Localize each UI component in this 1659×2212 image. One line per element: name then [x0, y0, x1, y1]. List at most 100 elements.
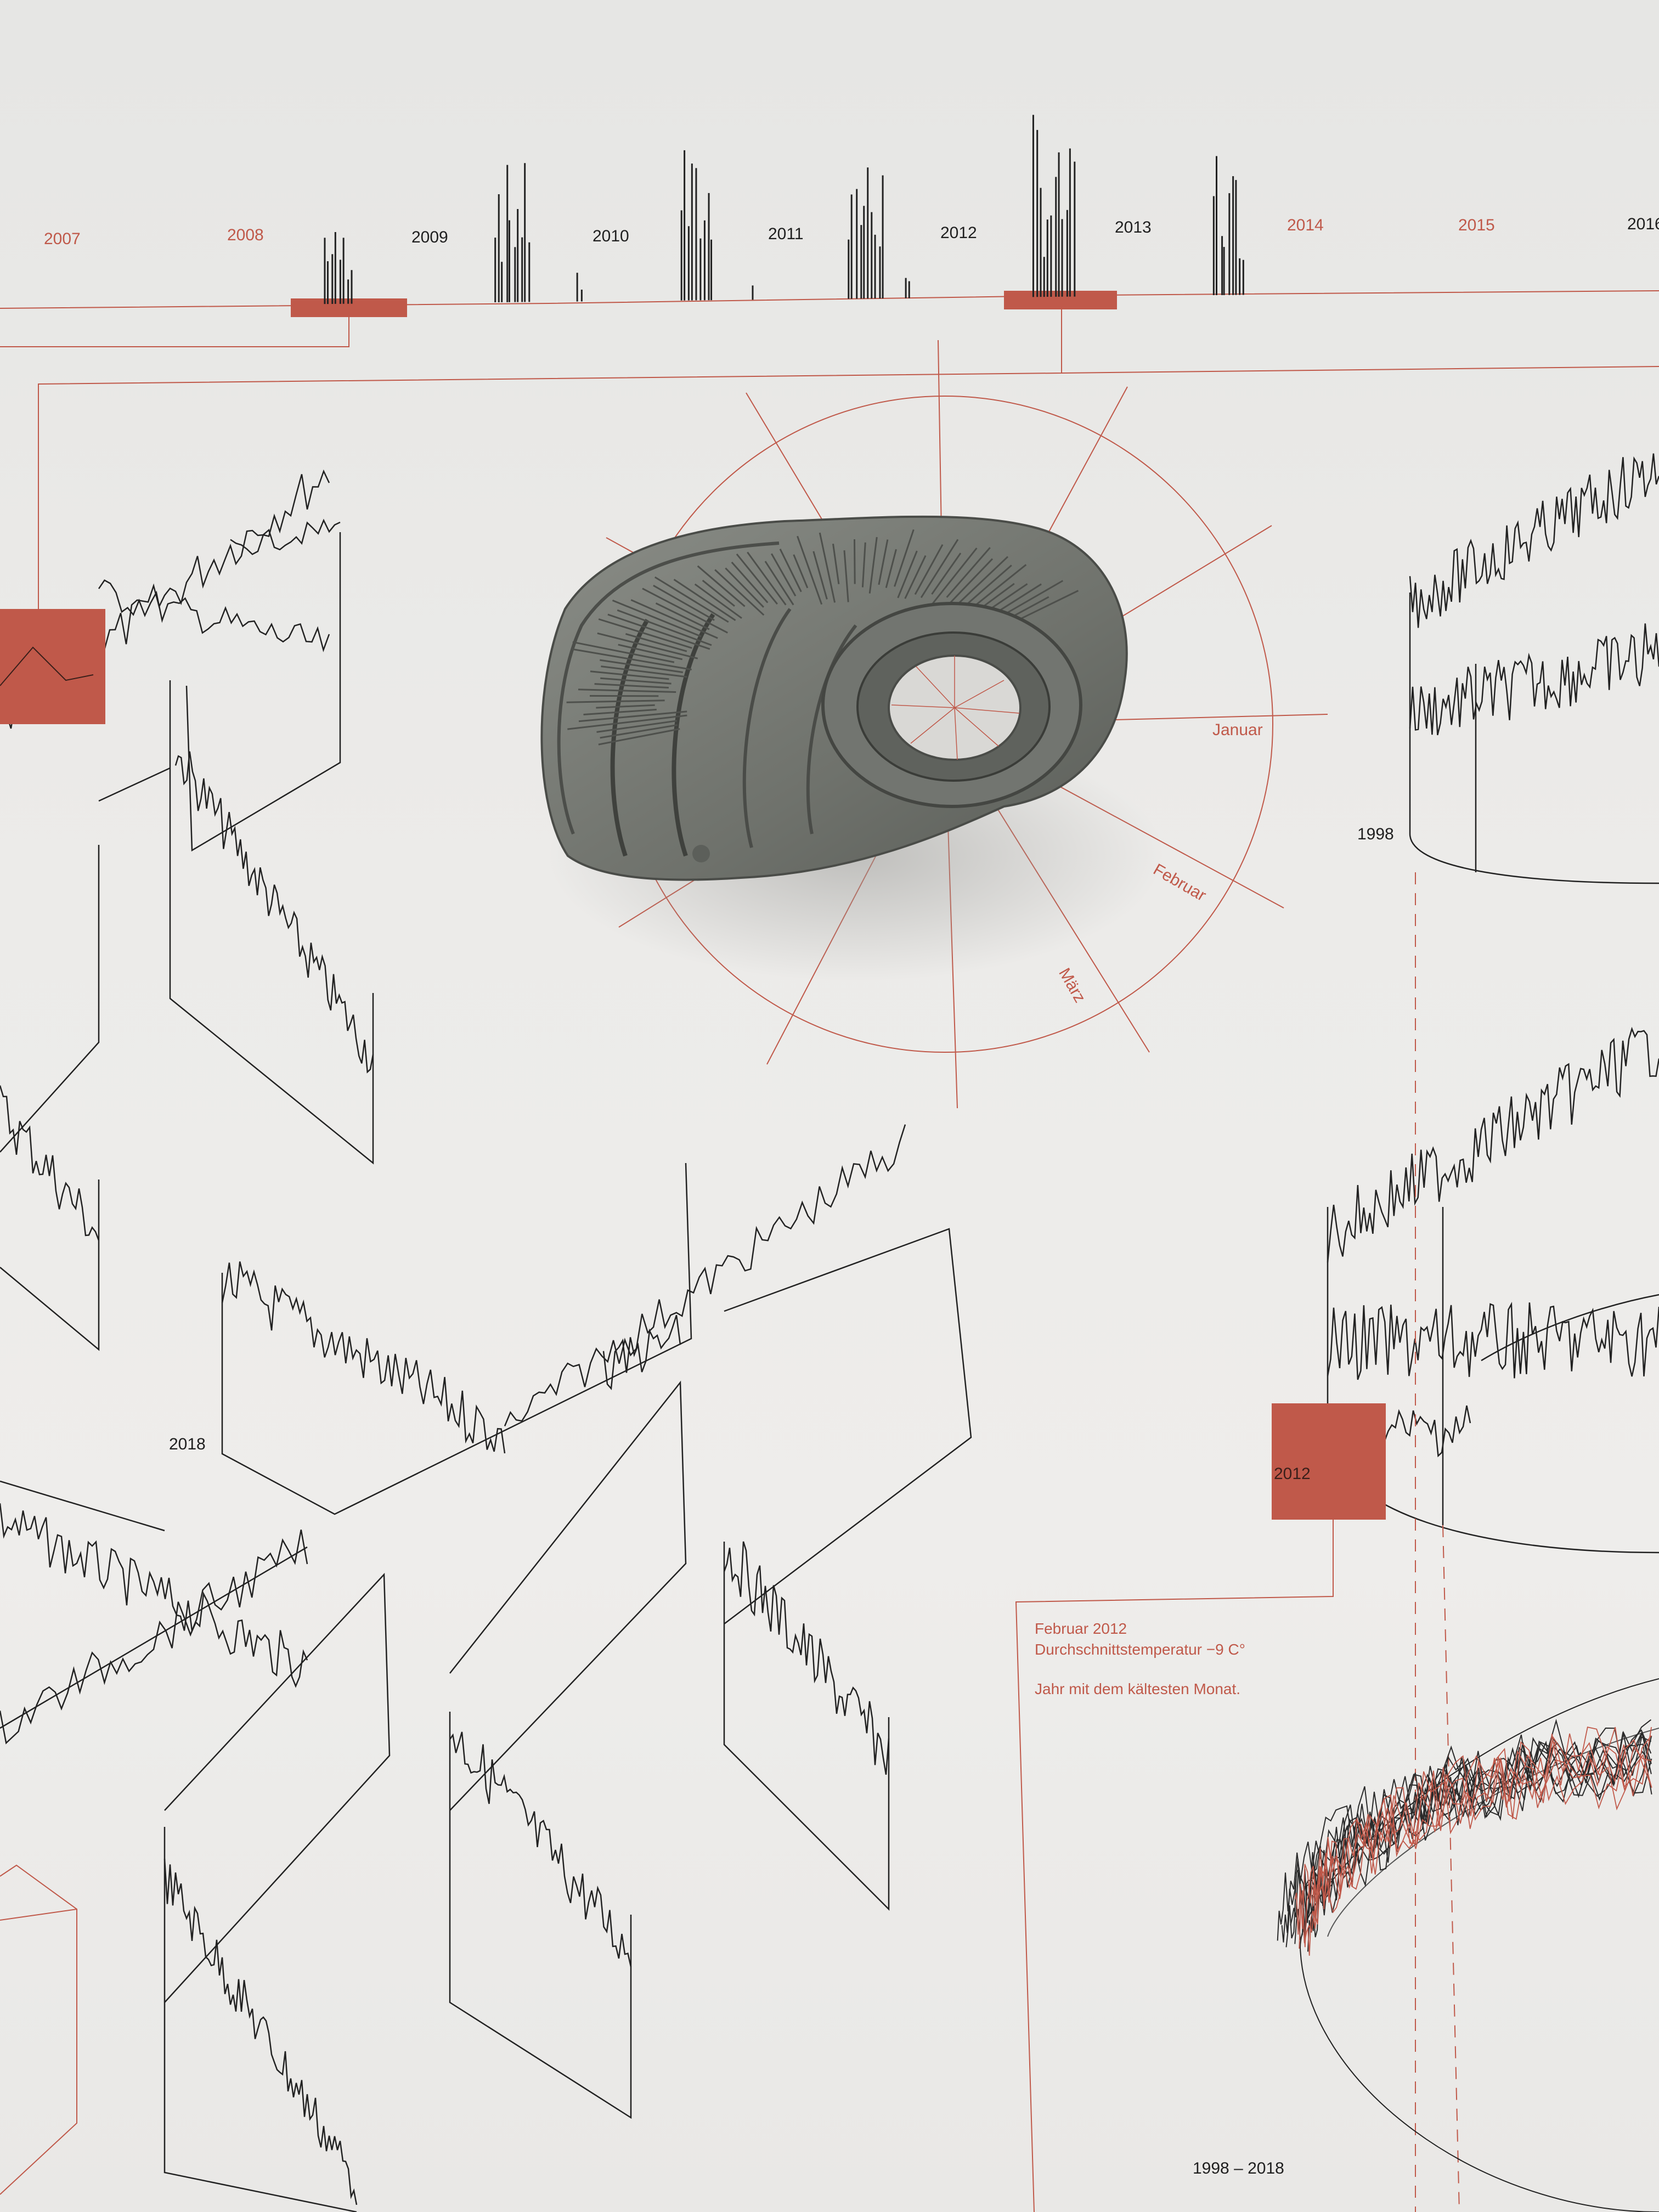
sculpture-ridge	[654, 576, 729, 623]
ring-trace	[1290, 1730, 1652, 1926]
sculpture-ridge	[642, 588, 728, 634]
year-label-2016: 2016	[1627, 215, 1659, 233]
sculpture-ridge	[617, 609, 712, 646]
sculpture-ridge	[714, 569, 765, 616]
sculpture-ridge	[566, 699, 665, 703]
year-label-2008: 2008	[227, 226, 264, 244]
right-cylinder-plots	[1327, 453, 1659, 1554]
year-label-2013: 2013	[1115, 218, 1152, 236]
highlight-bar-2013	[1004, 291, 1117, 309]
year-label-2014: 2014	[1287, 216, 1324, 234]
right-highlight-square	[1272, 1403, 1386, 1520]
ring-trace	[1277, 1718, 1652, 1941]
year-label-2010: 2010	[592, 227, 629, 245]
ring-plot	[1277, 1678, 1659, 2212]
ring-trace	[1312, 1753, 1652, 1921]
ring-trace	[1281, 1719, 1652, 1943]
sculpture-ridge	[736, 553, 778, 605]
sculpture-ridge	[764, 561, 794, 606]
sculpture-ridge	[885, 549, 897, 588]
line-trace	[1327, 1026, 1659, 1263]
sculpture-ridge	[697, 565, 746, 607]
month-label-januar: Januar	[1212, 721, 1263, 739]
sculpture-ridge	[868, 537, 878, 594]
label-1998: 1998	[1357, 825, 1394, 843]
left-isometric-plots	[0, 469, 374, 1351]
line-trace	[1409, 453, 1659, 628]
sculpture-ridge	[725, 567, 764, 608]
sculpture-ridge	[625, 633, 687, 652]
sculpture-ridge	[819, 532, 836, 603]
sculpture-ridge	[953, 556, 1009, 609]
sculpture-ridge	[702, 579, 735, 607]
annotation-line-2: Durchschnittstemperatur −9 C°	[1035, 1640, 1245, 1658]
ring-trace	[1294, 1727, 1652, 1944]
sculpture-ridge	[597, 632, 698, 659]
sculpture-ridge	[600, 659, 684, 673]
sculpture-ridge	[779, 549, 802, 592]
year-label-2015: 2015	[1458, 216, 1495, 234]
sculpture-ridge	[655, 602, 710, 630]
sculpture-ridge	[596, 704, 655, 709]
year-label-2011: 2011	[768, 225, 804, 243]
line-trace	[221, 1261, 506, 1454]
sculpture-ridge	[594, 683, 669, 689]
sculpture-ridge	[578, 710, 687, 723]
line-trace	[0, 1503, 308, 1688]
center-isometric-plots	[0, 1124, 972, 2212]
connector-2008	[0, 317, 349, 347]
line-trace	[98, 579, 330, 652]
line-trace	[504, 1124, 906, 1426]
year-label-2007: 2007	[44, 230, 81, 248]
line-trace	[230, 518, 341, 555]
label-range-1998-2018: 1998 – 2018	[1193, 2159, 1284, 2177]
annotation-line-1: Februar 2012	[1035, 1620, 1127, 1637]
sculpture-ridge	[897, 550, 918, 599]
ring-trace	[1285, 1731, 1652, 1948]
annotation-note: Februar 2012 Durchschnittstemperatur −9 …	[1035, 1618, 1245, 1699]
connector-frame	[38, 309, 1062, 609]
sculpture-ridge	[904, 555, 927, 599]
sculpture-ridge	[598, 618, 692, 649]
annotation-line-3: Jahr mit dem kältesten Monat.	[1035, 1680, 1241, 1697]
year-label-2012: 2012	[940, 224, 977, 242]
sculpture-ridge	[572, 641, 675, 663]
sculpture-ridge	[961, 565, 1012, 610]
sculpture-ridge	[572, 648, 692, 670]
year-label-2009: 2009	[411, 228, 448, 246]
sculpture-ridge	[567, 714, 687, 730]
sculpture-ridge	[607, 613, 710, 650]
sculpture-ridge	[920, 539, 959, 599]
sculpture-ridge	[894, 529, 915, 587]
sculpture-ridge	[861, 542, 866, 588]
sculpture-object	[540, 515, 1163, 982]
sculpture-ridge	[797, 535, 823, 605]
sculpture-ridge	[694, 583, 742, 619]
sculpture-ridge	[747, 551, 787, 606]
line-trace	[163, 1859, 358, 2205]
sculpture-ridge	[927, 548, 978, 610]
line-trace	[449, 1731, 632, 1967]
left-bottom-red-box	[0, 1864, 77, 2195]
connector-frame-right	[1061, 366, 1659, 374]
line-trace	[0, 1085, 100, 1241]
sculpture-ridge	[612, 600, 702, 637]
line-trace	[0, 1530, 308, 1745]
ring-trace	[1294, 1726, 1652, 1935]
line-trace	[174, 751, 374, 1074]
sculpture-ridge	[946, 547, 991, 598]
sculpture-ridge	[590, 670, 669, 680]
sculpture-ridge	[630, 599, 718, 639]
sculpture-ridge	[731, 561, 769, 603]
timeline-spikes	[324, 115, 1244, 304]
annotation-frame	[1015, 1520, 1334, 2212]
line-trace	[1327, 1301, 1659, 1380]
label-2018: 2018	[169, 1435, 206, 1453]
ring-trace	[1307, 1739, 1652, 1956]
sculpture-ridge	[946, 558, 994, 607]
timeline	[0, 115, 1659, 609]
sculpture-ridge	[931, 552, 962, 595]
sculpture-ridge	[793, 554, 809, 589]
